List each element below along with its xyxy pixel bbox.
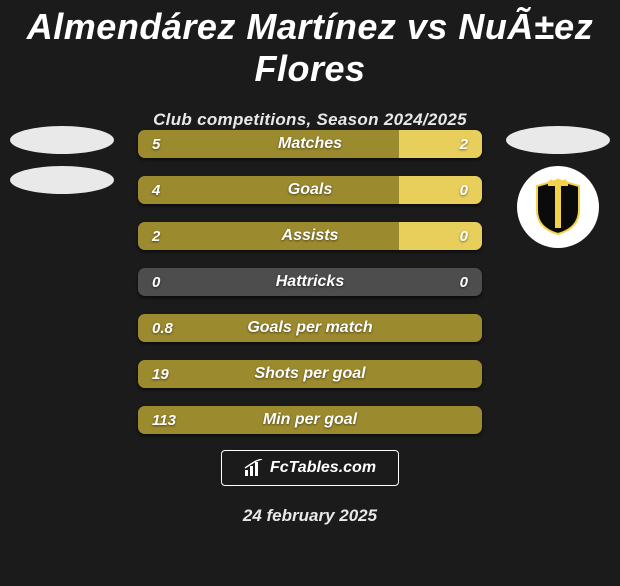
stat-value-right: 0 bbox=[460, 222, 468, 250]
player-right-badges bbox=[506, 126, 610, 248]
player-left-ellipse-1 bbox=[10, 126, 114, 154]
chart-icon bbox=[244, 459, 266, 477]
player-left-ellipse-2 bbox=[10, 166, 114, 194]
stat-label: Matches bbox=[138, 130, 482, 158]
stat-value-left: 113 bbox=[152, 406, 176, 434]
stat-label: Min per goal bbox=[138, 406, 482, 434]
stat-row: Min per goal113 bbox=[138, 406, 482, 434]
stat-value-right: 0 bbox=[460, 176, 468, 204]
stat-label: Goals per match bbox=[138, 314, 482, 342]
stat-value-right: 0 bbox=[460, 268, 468, 296]
stat-value-left: 4 bbox=[152, 176, 160, 204]
stat-label: Goals bbox=[138, 176, 482, 204]
stat-value-left: 0 bbox=[152, 268, 160, 296]
stat-row: Shots per goal19 bbox=[138, 360, 482, 388]
fctables-logo-text: FcTables.com bbox=[270, 459, 376, 477]
stat-value-left: 2 bbox=[152, 222, 160, 250]
stat-value-left: 5 bbox=[152, 130, 160, 158]
stat-row: Goals4 0 bbox=[138, 176, 482, 204]
stat-value-left: 0.8 bbox=[152, 314, 173, 342]
date-text: 24 february 2025 bbox=[0, 506, 620, 526]
stat-row: Hattricks0 0 bbox=[138, 268, 482, 296]
stat-row: Matches5 2 bbox=[138, 130, 482, 158]
page-title: Almendárez Martínez vs NuÃ±ez Flores bbox=[0, 6, 620, 90]
stat-value-right: 2 bbox=[460, 130, 468, 158]
stat-row: Goals per match0.8 bbox=[138, 314, 482, 342]
club-shield-icon bbox=[533, 178, 583, 236]
fctables-logo: FcTables.com bbox=[221, 450, 399, 486]
stat-label: Assists bbox=[138, 222, 482, 250]
stat-label: Hattricks bbox=[138, 268, 482, 296]
player-right-ellipse-1 bbox=[506, 126, 610, 154]
stat-value-left: 19 bbox=[152, 360, 169, 388]
player-left-badges bbox=[10, 126, 114, 194]
stat-row: Assists2 0 bbox=[138, 222, 482, 250]
club-logo-right bbox=[517, 166, 599, 248]
stat-label: Shots per goal bbox=[138, 360, 482, 388]
stats-rows: Matches52Goals40Assists20Hattricks00Goal… bbox=[138, 130, 482, 434]
